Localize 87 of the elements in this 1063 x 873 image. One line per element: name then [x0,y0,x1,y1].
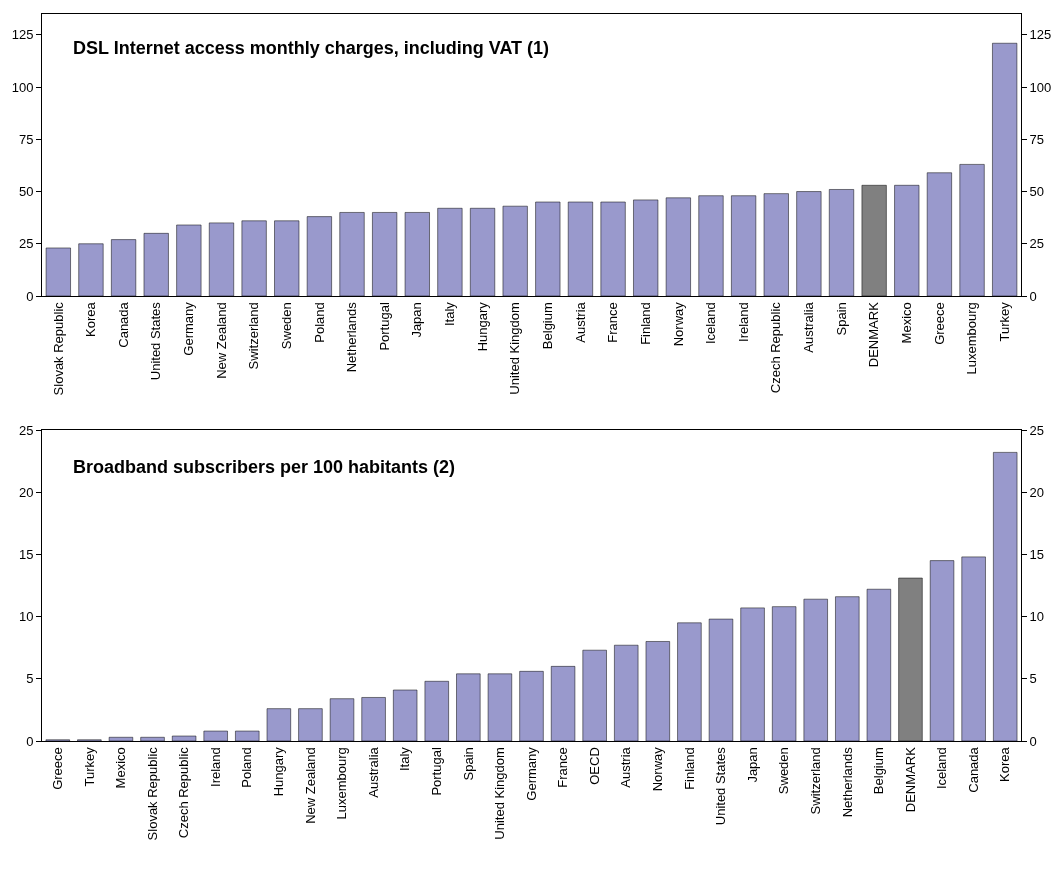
y-tick-label: 0 [26,733,34,749]
text: Broadband subscribers per 100 habitants (2) [73,457,456,477]
y2-tick-label: 100 [1029,79,1052,95]
x-tick-label: Czech Republic [768,301,784,394]
y2-tick-label: 50 [1029,184,1045,200]
x-tick-label: Portugal [428,747,444,796]
x-tick-label: Japan [409,302,425,338]
x-tick-label: Netherlands [839,746,855,818]
x-tick-label: Sweden [278,302,294,350]
x-tick-label: United States [148,301,164,381]
x-tick-label: Finland [681,747,697,790]
x-tick-label: Turkey [996,301,1012,342]
y-tick-label: 20 [18,484,34,500]
y-tick-label: 10 [18,609,34,625]
x-tick-label: Norway [650,746,666,792]
x-tick-label: DENMARK [902,746,918,813]
y2-tick-label: 25 [1029,236,1045,252]
y2-tick-label: 125 [1029,27,1052,43]
y-tick-label: 5 [26,671,34,687]
y-tick-label: 25 [18,236,34,252]
x-tick-label: Spain [833,302,849,336]
x-tick-label: New Zealand [302,747,318,824]
x-tick-label: Austria [572,301,588,343]
x-tick-label: France [555,747,571,788]
x-tick-label: Hungary [271,746,287,797]
x-tick-label: Switzerland [246,302,262,370]
y-tick-label: 15 [18,546,34,562]
x-tick-label: Belgium [871,747,887,795]
x-tick-label: Australia [365,746,381,798]
x-tick-label: Luxembourg [334,747,350,820]
x-tick-label: United Kingdom [507,302,523,395]
x-tick-label: Ireland [735,302,751,342]
x-tick-label: United Kingdom [492,747,508,840]
x-tick-label: Ireland [207,747,223,787]
x-tick-label: Portugal [376,302,392,351]
x-tick-label: Austria [618,746,634,788]
y-tick-label: 100 [11,79,34,95]
x-tick-label: Canada [115,301,131,348]
y2-tick-label: 0 [1029,288,1037,304]
x-tick-label: Canada [965,746,981,793]
x-tick-label: Korea [83,301,99,337]
x-tick-label: Slovak Republic [144,746,160,841]
x-tick-label: Hungary [474,301,490,352]
y-tick-label: 25 [18,422,34,438]
x-tick-label: Iceland [934,747,950,790]
x-tick-label: Poland [239,747,255,788]
x-tick-label: Japan [744,747,760,783]
x-tick-label: Slovak Republic [50,301,66,396]
text: DSL Internet access monthly charges, including VAT (1) [73,38,550,58]
x-tick-label: Mexico [113,747,129,789]
x-tick-label: Luxembourg [964,302,980,375]
x-tick-label: Greece [931,302,947,345]
x-tick-label: Sweden [776,747,792,795]
x-tick-label: Greece [50,747,66,790]
x-tick-label: DENMARK [866,301,882,368]
x-tick-label: Germany [523,746,539,801]
x-tick-label: Norway [670,301,686,347]
y2-tick-label: 5 [1029,671,1037,687]
y2-tick-label: 15 [1029,546,1045,562]
x-tick-label: Italy [442,301,458,327]
y2-tick-label: 20 [1029,484,1045,500]
x-tick-label: New Zealand [213,302,229,379]
x-tick-label: Turkey [81,746,97,787]
x-tick-label: Germany [181,301,197,356]
x-tick-label: Switzerland [807,747,823,815]
x-tick-label: France [605,302,621,343]
y2-tick-label: 10 [1029,609,1045,625]
y2-tick-label: 75 [1029,131,1045,147]
x-tick-label: Netherlands [344,301,360,373]
x-tick-label: Korea [997,746,1013,782]
x-tick-label: Spain [460,747,476,781]
x-tick-label: Belgium [540,302,556,350]
x-tick-label: United States [713,746,729,826]
x-tick-label: Iceland [703,302,719,345]
x-tick-label: Czech Republic [176,746,192,839]
y-tick-label: 75 [18,131,34,147]
x-tick-label: Finland [637,302,653,345]
x-tick-label: Australia [801,301,817,353]
y-tick-label: 0 [26,288,34,304]
y2-tick-label: 25 [1029,422,1045,438]
y2-tick-label: 0 [1029,733,1037,749]
x-tick-label: Mexico [899,302,915,344]
x-tick-label: Poland [311,302,327,343]
x-tick-label: Italy [397,746,413,772]
y-tick-label: 125 [11,27,34,43]
x-tick-label: OECD [586,747,602,785]
y-tick-label: 50 [18,184,34,200]
